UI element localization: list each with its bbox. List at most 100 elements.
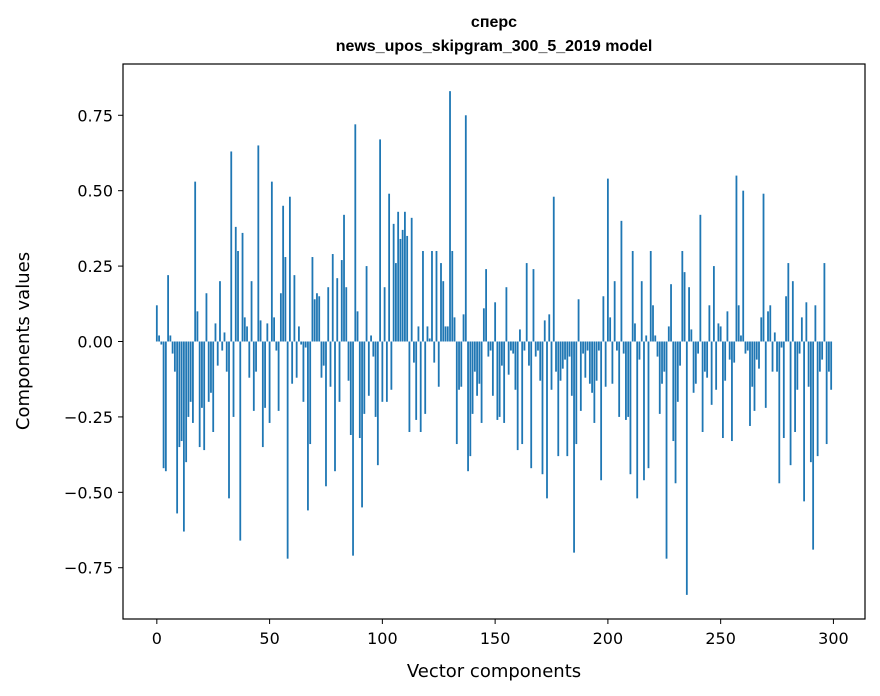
bar-99 (379, 139, 381, 342)
y-axis-label: Components values (13, 252, 34, 430)
bar-122 (431, 251, 433, 342)
bar-107 (397, 211, 400, 342)
bar-63 (298, 326, 300, 342)
bar-238 (692, 341, 695, 393)
bar-165 (528, 341, 530, 366)
bar-78 (331, 254, 334, 342)
bar-11 (180, 341, 183, 442)
bar-207 (622, 341, 625, 354)
bar-59 (288, 196, 291, 342)
bar-110 (404, 211, 406, 342)
bar-209 (627, 341, 630, 417)
bar-21 (203, 341, 206, 451)
bar-150 (494, 302, 497, 342)
bar-258 (737, 305, 740, 342)
bar-148 (489, 341, 492, 351)
bar-268 (760, 317, 763, 342)
bar-51 (270, 181, 273, 342)
bar-193 (591, 341, 593, 393)
bar-227 (667, 326, 670, 342)
bar-243 (703, 341, 706, 372)
bar-177 (555, 341, 557, 372)
bar-132 (453, 317, 456, 342)
bar-118 (422, 251, 424, 342)
bar-33 (230, 151, 233, 342)
bar-195 (595, 341, 598, 381)
bar-188 (579, 341, 582, 411)
bar-30 (223, 332, 226, 342)
bar-192 (588, 341, 591, 384)
bar-104 (390, 341, 393, 390)
bar-27 (216, 341, 219, 366)
bars-group (155, 91, 833, 595)
bar-228 (670, 284, 672, 342)
bar-223 (658, 341, 661, 414)
bar-224 (661, 341, 663, 384)
x-tick-label: 200 (593, 629, 624, 648)
bar-275 (776, 341, 778, 372)
bar-189 (582, 341, 584, 354)
bar-274 (773, 332, 776, 342)
bar-10 (178, 341, 181, 448)
bar-161 (519, 329, 521, 342)
bar-203 (613, 281, 616, 342)
bar-252 (724, 341, 727, 381)
bar-113 (410, 217, 413, 342)
bar-109 (401, 229, 404, 342)
bar-232 (679, 341, 681, 366)
bar-284 (796, 341, 799, 390)
bar-57 (284, 257, 287, 342)
bar-35 (234, 226, 237, 342)
y-tick-label: 0.25 (77, 257, 113, 276)
bar-141 (473, 341, 476, 372)
bar-42 (250, 281, 253, 342)
bar-270 (764, 341, 767, 408)
bar-80 (336, 278, 339, 342)
bar-290 (809, 341, 812, 463)
y-tick-label: 0.50 (77, 182, 113, 201)
bar-73 (320, 341, 323, 378)
bar-62 (295, 341, 298, 378)
bar-129 (446, 326, 449, 342)
bar-41 (248, 341, 251, 378)
bar-111 (406, 235, 409, 342)
bar-125 (437, 341, 440, 387)
bar-138 (467, 341, 469, 472)
bar-250 (719, 326, 722, 342)
bar-85 (347, 341, 350, 381)
bar-226 (665, 341, 668, 559)
bar-136 (462, 314, 465, 342)
bar-215 (640, 281, 643, 342)
bar-174 (548, 314, 551, 342)
bar-186 (575, 341, 578, 445)
bar-199 (604, 341, 607, 387)
bar-47 (261, 341, 264, 448)
bar-231 (676, 341, 679, 402)
bar-106 (394, 263, 397, 342)
bar-101 (383, 287, 386, 342)
bar-208 (625, 341, 627, 420)
bar-93 (365, 266, 368, 342)
bar-178 (557, 341, 560, 457)
bar-157 (510, 341, 512, 351)
bar-183 (568, 341, 571, 357)
bar-126 (440, 263, 442, 342)
bar-230 (674, 341, 677, 484)
bar-2 (160, 341, 163, 345)
bar-172 (543, 320, 546, 342)
bar-239 (694, 341, 697, 384)
bar-216 (643, 341, 645, 481)
bar-121 (428, 338, 431, 342)
bar-39 (243, 317, 246, 342)
bar-54 (277, 341, 280, 411)
bar-87 (352, 341, 354, 556)
bar-96 (372, 341, 375, 357)
bar-168 (534, 341, 537, 357)
bar-55 (279, 293, 282, 342)
bar-0 (155, 305, 158, 342)
x-tick-label: 100 (367, 629, 398, 648)
bar-242 (701, 341, 704, 432)
bar-220 (652, 305, 654, 342)
bar-134 (458, 341, 460, 390)
